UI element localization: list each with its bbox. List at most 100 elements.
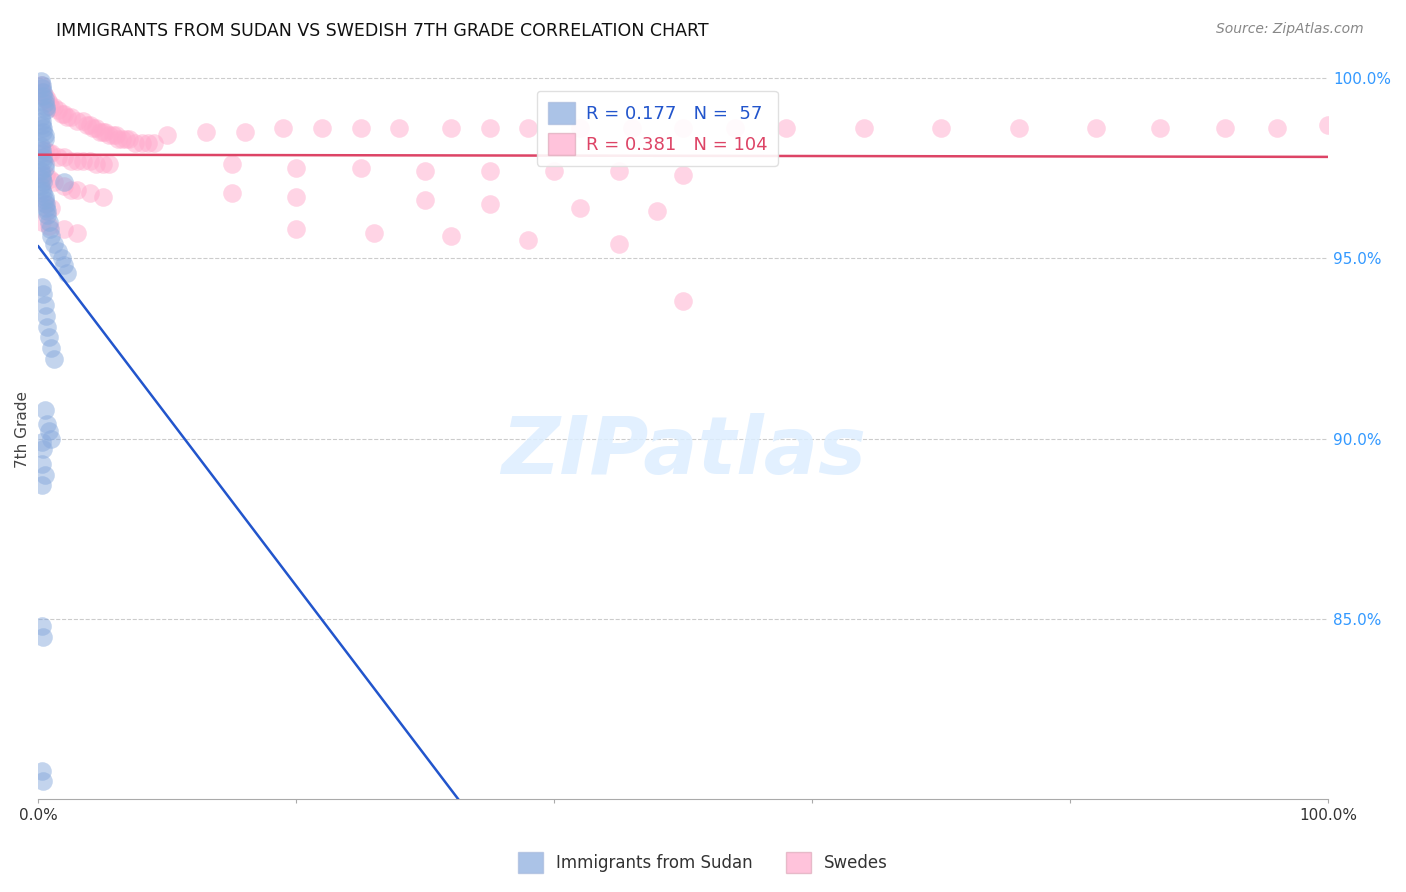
Point	[31, 182, 53, 196]
Point	[39, 146, 62, 161]
Point	[35, 201, 58, 215]
Point	[42, 175, 65, 189]
Point	[569, 201, 592, 215]
Point	[39, 171, 62, 186]
Point	[672, 294, 695, 309]
Point	[32, 153, 55, 168]
Point	[42, 352, 65, 367]
Point	[101, 128, 124, 143]
Point	[37, 319, 59, 334]
Point	[94, 125, 117, 139]
Point	[66, 153, 89, 168]
Point	[31, 478, 53, 492]
Point	[136, 136, 159, 150]
Point	[1149, 121, 1171, 136]
Point	[32, 630, 55, 644]
Point	[1007, 121, 1029, 136]
Point	[98, 128, 121, 143]
Point	[31, 619, 53, 633]
Point	[98, 157, 121, 171]
Point	[413, 164, 436, 178]
Point	[31, 85, 53, 99]
Point	[59, 153, 82, 168]
Point	[34, 92, 56, 106]
Point	[111, 132, 134, 146]
Point	[143, 136, 166, 150]
Point	[55, 111, 77, 125]
Text: IMMIGRANTS FROM SUDAN VS SWEDISH 7TH GRADE CORRELATION CHART: IMMIGRANTS FROM SUDAN VS SWEDISH 7TH GRA…	[56, 22, 709, 40]
Point	[413, 194, 436, 208]
Point	[42, 236, 65, 251]
Point	[66, 182, 89, 196]
Point	[37, 204, 59, 219]
Point	[569, 121, 592, 136]
Point	[31, 435, 53, 450]
Point	[775, 121, 797, 136]
Point	[34, 467, 56, 482]
Point	[31, 764, 53, 778]
Point	[53, 175, 76, 189]
Point	[131, 136, 153, 150]
Point	[31, 168, 53, 182]
Point	[388, 121, 411, 136]
Point	[31, 457, 53, 471]
Point	[39, 99, 62, 113]
Point	[34, 95, 56, 110]
Point	[273, 121, 295, 136]
Point	[38, 425, 60, 439]
Point	[91, 190, 114, 204]
Point	[115, 132, 138, 146]
Point	[285, 190, 308, 204]
Point	[79, 153, 101, 168]
Point	[607, 236, 630, 251]
Point	[31, 78, 53, 92]
Point	[39, 229, 62, 244]
Point	[32, 442, 55, 457]
Point	[117, 132, 139, 146]
Point	[221, 186, 243, 201]
Point	[543, 164, 565, 178]
Point	[34, 88, 56, 103]
Point	[104, 128, 127, 143]
Point	[285, 161, 308, 175]
Point	[66, 226, 89, 240]
Point	[32, 186, 55, 201]
Legend: R = 0.177   N =  57, R = 0.381   N = 104: R = 0.177 N = 57, R = 0.381 N = 104	[537, 91, 778, 166]
Point	[107, 132, 129, 146]
Point	[76, 118, 98, 132]
Point	[1317, 118, 1340, 132]
Point	[156, 128, 179, 143]
Point	[285, 222, 308, 236]
Point	[37, 208, 59, 222]
Point	[53, 178, 76, 193]
Point	[1265, 121, 1288, 136]
Point	[440, 229, 463, 244]
Point	[620, 121, 643, 136]
Point	[86, 121, 108, 136]
Point	[724, 121, 747, 136]
Point	[31, 146, 53, 161]
Point	[30, 78, 52, 92]
Point	[35, 103, 58, 117]
Point	[1213, 121, 1236, 136]
Point	[55, 266, 77, 280]
Point	[34, 190, 56, 204]
Point	[72, 153, 94, 168]
Point	[89, 125, 111, 139]
Point	[124, 136, 146, 150]
Point	[1084, 121, 1107, 136]
Point	[30, 111, 52, 125]
Point	[929, 121, 952, 136]
Point	[35, 99, 58, 113]
Point	[31, 143, 53, 157]
Point	[478, 197, 501, 211]
Point	[672, 168, 695, 182]
Point	[32, 88, 55, 103]
Point	[42, 99, 65, 113]
Point	[311, 121, 333, 136]
Point	[517, 233, 540, 247]
Point	[350, 161, 373, 175]
Point	[39, 222, 62, 236]
Point	[31, 171, 53, 186]
Point	[91, 125, 114, 139]
